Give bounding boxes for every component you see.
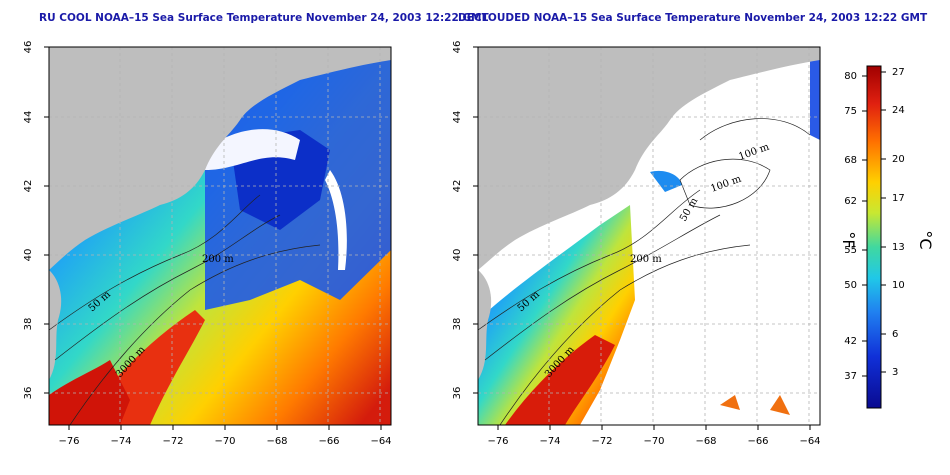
axis-layer: −76 −74 −72 −70 −68 −66 −64 46 44 42 40 38 36 −76 −74 −…: [23, 41, 821, 447]
lon-tick-label: −72: [162, 436, 183, 447]
contour-line: [478, 189, 701, 331]
colorbar-ticks: 80 75 68 62 55 50 42 37 27 24 20 17 13 10 6 3: [844, 67, 904, 382]
cloud-patch: [325, 170, 347, 270]
colorbar: 80 75 68 62 55 50 42 37 27 24 20 17 13 10 6 3 °F °C: [839, 65, 935, 409]
contour-line: [499, 244, 751, 425]
warm-patch: [720, 395, 740, 410]
celsius-tick-label: 17: [892, 193, 905, 204]
right-map-panel: 50 m 200 m 100 m 100 m 50 m 3000 m: [477, 46, 821, 426]
lat-tick-label: 38: [452, 318, 463, 331]
fahrenheit-tick-label: 55: [844, 245, 857, 256]
lat-tick-label: 46: [452, 41, 463, 54]
lat-tick-label: 36: [23, 387, 34, 400]
fahrenheit-tick-label: 62: [844, 196, 857, 207]
contour-line: [54, 214, 281, 361]
celsius-tick-label: 10: [892, 280, 905, 291]
celsius-tick-label: 27: [892, 67, 905, 78]
fahrenheit-tick-label: 50: [844, 280, 857, 291]
celsius-tick-label: 6: [892, 329, 898, 340]
celsius-tick-label: 24: [892, 105, 905, 116]
lat-tick-label: 44: [23, 111, 34, 124]
lon-tick-label: −66: [747, 436, 768, 447]
gulf-stream: [505, 335, 615, 425]
celsius-tick-label: 20: [892, 154, 905, 165]
lat-tick-label: 38: [23, 318, 34, 331]
lon-tick-label: −70: [643, 436, 664, 447]
left-map-panel: 50 m 200 m 3000 m: [48, 46, 392, 426]
lat-tick-label: 40: [23, 249, 34, 262]
lon-tick-label: −70: [214, 436, 235, 447]
lon-tick-label: −74: [539, 436, 560, 447]
fahrenheit-tick-label: 80: [844, 71, 857, 82]
contour-line: [69, 244, 321, 425]
lon-tick-label: −68: [266, 436, 287, 447]
contour-label: 200 m: [630, 254, 662, 265]
colorbar-scale: [866, 65, 882, 409]
fahrenheit-tick-label: 68: [844, 155, 857, 166]
gulf-stream-core: [49, 360, 130, 425]
lat-tick-label: 46: [23, 41, 34, 54]
contour-line: [484, 214, 721, 361]
lon-tick-label: −74: [110, 436, 131, 447]
land-mass: [49, 270, 62, 380]
lon-tick-label: −76: [487, 436, 508, 447]
land-mass: [49, 47, 391, 270]
left-map-title: RU COOL NOAA–15 Sea Surface Temperature …: [39, 12, 489, 24]
warm-patch: [770, 395, 790, 415]
lon-tick-label: −64: [370, 436, 391, 447]
lat-tick-label: 36: [452, 387, 463, 400]
celsius-label: °C: [916, 230, 935, 249]
map-frame: [477, 46, 821, 426]
lat-tick-label: 42: [23, 180, 34, 193]
right-map-title: DECLOUDED NOAA–15 Sea Surface Temperatur…: [458, 12, 928, 24]
contour-line: [699, 118, 811, 141]
lon-tick-label: −68: [695, 436, 716, 447]
celsius-tick-label: 13: [892, 242, 905, 253]
contour-line: [49, 194, 261, 331]
land-mass: [478, 47, 820, 270]
fahrenheit-tick-label: 75: [844, 106, 857, 117]
fahrenheit-label: °F: [839, 231, 858, 248]
fahrenheit-tick-label: 37: [844, 371, 857, 382]
graticule: [49, 47, 391, 425]
graticule: [478, 47, 820, 425]
cold-water-patch: [650, 170, 682, 192]
map-frame: [48, 46, 392, 426]
lat-tick-label: 44: [452, 111, 463, 124]
lat-tick-label: 42: [452, 180, 463, 193]
lon-tick-label: −72: [591, 436, 612, 447]
lat-tick-label: 40: [452, 249, 463, 262]
cold-water-edge: [810, 55, 820, 140]
contour-label: 200 m: [202, 254, 234, 265]
celsius-tick-label: 3: [892, 367, 898, 378]
lon-tick-label: −66: [318, 436, 339, 447]
lon-tick-label: −64: [799, 436, 820, 447]
lon-tick-label: −76: [58, 436, 79, 447]
fahrenheit-tick-label: 42: [844, 336, 857, 347]
